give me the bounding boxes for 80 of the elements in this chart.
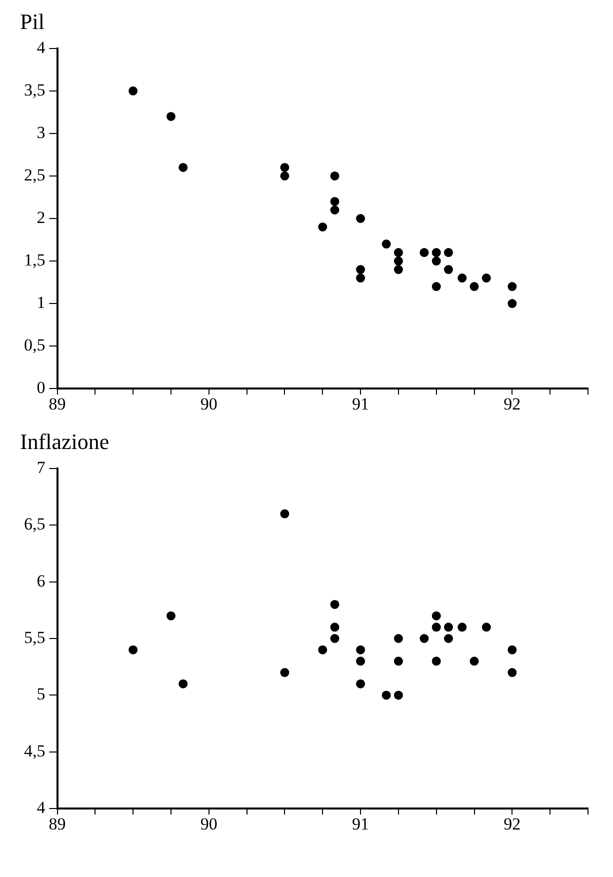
point (432, 656, 441, 666)
y-tick-label: 2,5 (24, 165, 46, 184)
y-tick-label: 6,5 (24, 514, 46, 534)
point (356, 214, 366, 223)
y-tick-label: 5,5 (24, 628, 46, 647)
y-tick-label: 7 (36, 458, 46, 477)
point (178, 679, 188, 688)
point (508, 645, 517, 654)
point (166, 611, 176, 620)
x-tick-label: 89 (48, 394, 66, 414)
y-tick-label: 2 (36, 208, 46, 227)
point (458, 274, 467, 283)
y-tick-label: 6 (36, 571, 46, 590)
point (128, 645, 138, 654)
point (356, 274, 366, 283)
y-axis-title: Inflazione (20, 428, 110, 454)
point (508, 282, 517, 292)
y-tick-label: 4,5 (24, 741, 46, 760)
point (128, 86, 138, 96)
y-tick-label: 0,5 (24, 336, 46, 355)
point (382, 240, 391, 249)
point (280, 668, 290, 678)
y-tick-label: 1 (36, 293, 46, 312)
point (356, 679, 366, 688)
point (318, 222, 328, 232)
point (382, 690, 391, 700)
point (356, 645, 366, 654)
x-tick-label: 90 (200, 814, 218, 834)
point (432, 611, 441, 620)
point (178, 162, 188, 172)
x-tick-label: 92 (504, 814, 521, 834)
point (280, 171, 290, 180)
y-tick-label: 3,5 (24, 80, 46, 100)
point (330, 205, 340, 214)
point (280, 509, 290, 518)
point (394, 256, 403, 266)
point (444, 248, 453, 258)
point (330, 622, 340, 632)
point (330, 600, 340, 609)
point (432, 256, 441, 266)
y-tick-label: 5 (36, 684, 46, 704)
point (356, 656, 366, 666)
point (508, 668, 517, 678)
y-tick-label: 1,5 (24, 250, 46, 270)
point (394, 690, 403, 700)
point (356, 265, 366, 274)
point (420, 634, 429, 643)
y-tick-label: 4 (36, 38, 46, 57)
y-axis-title: Pil (20, 8, 44, 34)
point (482, 622, 491, 632)
point (470, 282, 479, 292)
point (280, 162, 290, 172)
point (166, 112, 176, 121)
point (432, 622, 441, 632)
x-tick-label: 90 (200, 394, 218, 414)
x-tick-label: 89 (48, 814, 66, 834)
point (458, 622, 467, 632)
point (470, 656, 479, 666)
x-tick-label: 92 (504, 394, 521, 414)
x-tick-label: 91 (352, 814, 370, 834)
point (394, 265, 403, 274)
point (330, 634, 340, 643)
point (318, 645, 328, 654)
y-tick-label: 0 (36, 378, 46, 398)
y-tick-label: 3 (36, 122, 46, 142)
point (508, 299, 517, 308)
y-tick-label: 4 (36, 798, 46, 818)
point (444, 265, 453, 274)
point (394, 248, 403, 258)
point (394, 634, 403, 643)
point (432, 282, 441, 292)
x-tick-label: 91 (352, 394, 370, 414)
point (330, 171, 340, 180)
point (394, 656, 403, 666)
point (444, 634, 453, 643)
point (420, 248, 429, 258)
point (432, 248, 441, 258)
point (330, 196, 340, 206)
point (482, 274, 491, 283)
point (444, 622, 453, 632)
